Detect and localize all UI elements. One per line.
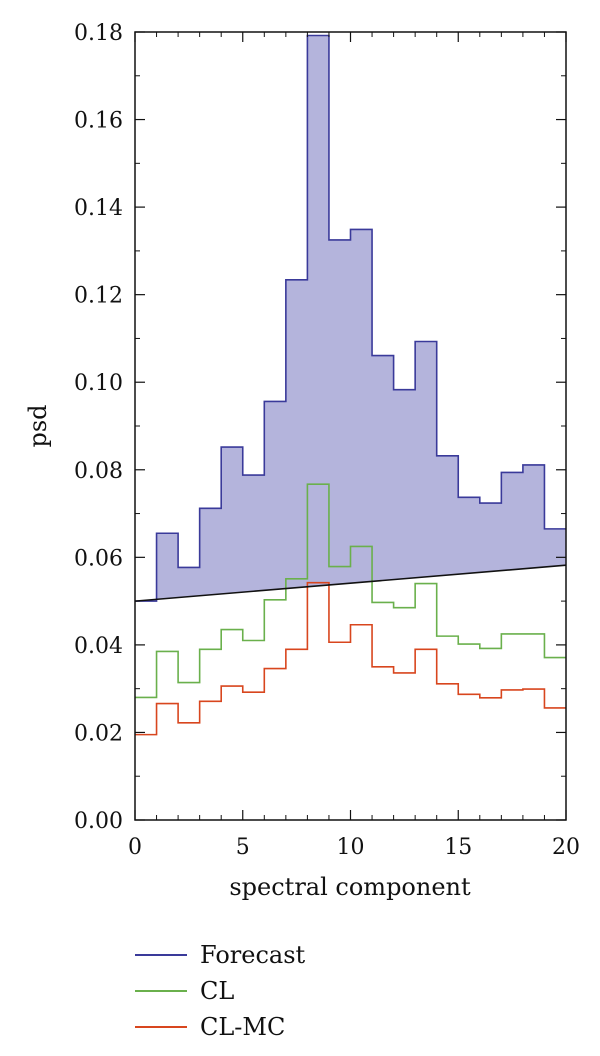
baseline-line [134, 564, 567, 602]
y-tick-label: 0.02 [74, 721, 123, 746]
ticks-layer [134, 31, 567, 821]
legend-label-cl-mc: CL-MC [200, 1013, 285, 1041]
series-layer [135, 34, 566, 736]
y-tick-labels: 0.00 0.02 0.04 0.06 0.08 0.10 0.12 0.14 0.16 0.18 [74, 21, 123, 834]
x-tick-label: 5 [236, 835, 250, 860]
y-tick-label: 0.08 [74, 459, 123, 484]
x-tick-label: 0 [128, 835, 142, 860]
y-tick-label: 0.18 [74, 21, 123, 46]
series-line-forecast [135, 34, 566, 602]
y-tick-label: 0.06 [74, 546, 123, 571]
y-tick-label: 0.16 [74, 109, 123, 134]
x-axis-label: spectral component [229, 873, 471, 901]
legend-label-cl: CL [200, 977, 234, 1005]
series-line-cl-mc [135, 581, 566, 736]
baseline-layer [134, 564, 567, 602]
legend: Forecast CL CL-MC [135, 941, 306, 1041]
x-tick-label: 15 [444, 835, 472, 860]
y-tick-label: 0.00 [74, 809, 123, 834]
series-line-cl [135, 483, 566, 699]
y-tick-label: 0.10 [74, 371, 123, 396]
y-axis-label: psd [24, 404, 52, 447]
y-tick-label: 0.14 [74, 196, 123, 221]
x-tick-labels: 0 5 10 15 20 [128, 835, 580, 860]
y-tick-label: 0.12 [74, 284, 123, 309]
x-tick-label: 20 [552, 835, 580, 860]
x-tick-label: 10 [337, 835, 365, 860]
legend-label-forecast: Forecast [200, 941, 306, 969]
y-tick-label: 0.04 [74, 634, 123, 659]
